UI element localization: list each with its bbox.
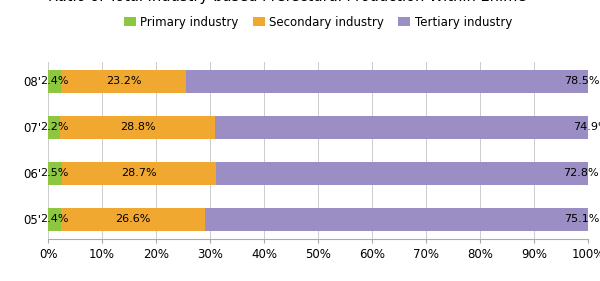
- Bar: [62, 162, 217, 185]
- Text: 26.6%: 26.6%: [115, 214, 151, 224]
- Bar: [217, 162, 600, 185]
- Text: 23.2%: 23.2%: [106, 76, 142, 86]
- Bar: [61, 208, 205, 231]
- Text: 75.1%: 75.1%: [564, 214, 599, 224]
- Text: 78.5%: 78.5%: [564, 76, 599, 86]
- Bar: [48, 70, 61, 93]
- Bar: [60, 116, 215, 139]
- Text: Ratio of Total Industry-based Prefectural Production Within Ehime: Ratio of Total Industry-based Prefectura…: [48, 0, 526, 4]
- Text: 2.5%: 2.5%: [41, 168, 69, 178]
- Bar: [48, 162, 62, 185]
- Bar: [205, 208, 600, 231]
- Bar: [215, 116, 600, 139]
- Legend: Primary industry, Secondary industry, Tertiary industry: Primary industry, Secondary industry, Te…: [119, 11, 517, 33]
- Bar: [61, 70, 186, 93]
- Text: 2.4%: 2.4%: [40, 76, 69, 86]
- Text: 28.7%: 28.7%: [121, 168, 157, 178]
- Bar: [48, 208, 61, 231]
- Text: 2.4%: 2.4%: [40, 214, 69, 224]
- Text: 28.8%: 28.8%: [120, 122, 155, 132]
- Bar: [186, 70, 600, 93]
- Text: 74.9%: 74.9%: [574, 122, 600, 132]
- Text: 2.2%: 2.2%: [40, 122, 68, 132]
- Text: 72.8%: 72.8%: [563, 168, 599, 178]
- Bar: [48, 116, 60, 139]
